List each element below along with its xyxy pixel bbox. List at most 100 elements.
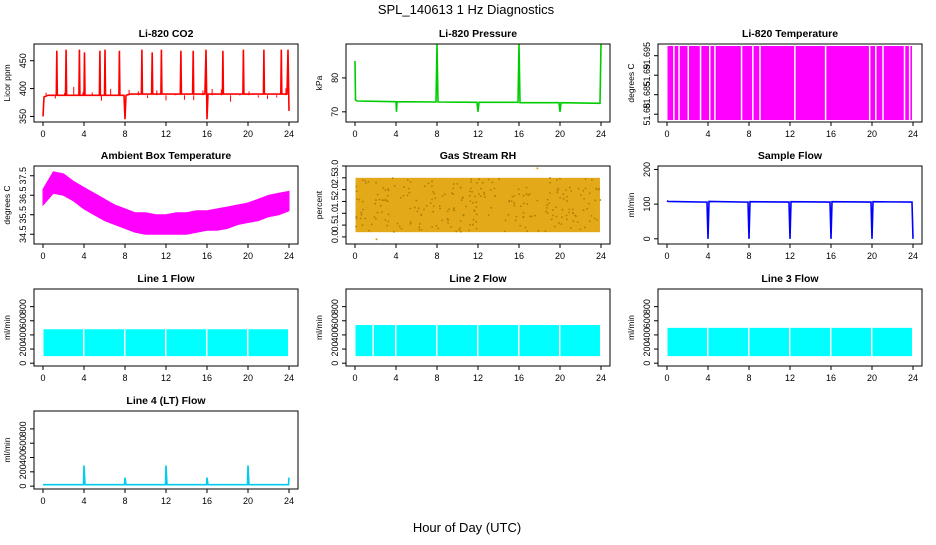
data-point xyxy=(471,223,474,226)
data-point xyxy=(576,221,579,223)
x-tick-label: 4 xyxy=(81,496,86,506)
x-tick-label: 20 xyxy=(243,496,253,506)
data-point xyxy=(546,212,549,214)
data-point xyxy=(469,190,471,193)
x-tick-label: 0 xyxy=(352,373,357,383)
data-point xyxy=(361,224,364,227)
data-fill xyxy=(667,46,912,120)
figure-title: SPL_140613 1 Hz Diagnostics xyxy=(378,2,555,17)
data-point xyxy=(579,228,582,231)
data-point xyxy=(487,214,490,216)
data-point xyxy=(398,225,401,228)
data-point xyxy=(420,228,423,231)
data-point xyxy=(458,228,460,231)
x-tick-label: 8 xyxy=(122,496,127,506)
data-point xyxy=(431,226,434,228)
data-point xyxy=(460,199,463,201)
x-tick-label: 4 xyxy=(81,129,86,139)
data-point xyxy=(572,220,575,223)
data-point xyxy=(386,200,389,203)
data-point xyxy=(524,226,527,229)
data-point xyxy=(568,208,571,211)
data-point xyxy=(527,194,530,197)
data-point xyxy=(460,186,462,189)
panel-7: Line 1 Flow ml/min 0 4 8 12 16 20 24 0 20040060080… xyxy=(2,273,299,383)
y-tick-label: 800 xyxy=(18,299,28,314)
data-point xyxy=(474,195,476,198)
figure-xlabel: Hour of Day (UTC) xyxy=(413,520,521,535)
data-point xyxy=(588,202,590,205)
x-tick-label: 20 xyxy=(555,129,565,139)
data-point xyxy=(355,215,358,218)
data-point xyxy=(481,182,484,184)
x-tick-label: 16 xyxy=(514,129,524,139)
data-point xyxy=(447,219,450,221)
data-gap xyxy=(706,327,709,357)
y-tick-label: 2.0 xyxy=(330,183,340,196)
x-tick-label: 16 xyxy=(514,373,524,383)
x-tick-label: 0 xyxy=(664,251,669,261)
data-point xyxy=(459,230,462,233)
data-point xyxy=(447,221,449,224)
data-point xyxy=(593,217,596,220)
data-point xyxy=(557,187,560,190)
data-point xyxy=(546,204,549,206)
panel-title: Ambient Box Temperature xyxy=(101,150,232,162)
data-point xyxy=(448,208,450,211)
data-point xyxy=(446,210,449,213)
data-point xyxy=(528,193,531,195)
plot-area xyxy=(355,325,600,357)
plot-area xyxy=(354,44,602,112)
x-tick-label: 12 xyxy=(161,129,171,139)
data-point xyxy=(382,187,385,190)
data-point xyxy=(368,229,370,232)
data-point xyxy=(355,190,358,193)
data-point xyxy=(365,182,367,185)
data-point xyxy=(451,192,453,195)
x-tick-label: 4 xyxy=(393,129,398,139)
data-point xyxy=(582,189,585,192)
data-point xyxy=(490,206,493,209)
data-point xyxy=(432,191,434,193)
y-tick-label: 0 xyxy=(18,484,28,489)
data-point xyxy=(375,217,377,220)
data-point xyxy=(469,181,472,183)
plot-area xyxy=(355,167,602,241)
x-tick-label: 20 xyxy=(555,251,565,261)
data-gap xyxy=(829,327,832,357)
y-tick-label: 400 xyxy=(18,327,28,342)
y-tick-label: 0 xyxy=(18,361,28,366)
data-point xyxy=(409,221,412,224)
data-point xyxy=(418,226,421,229)
data-point xyxy=(514,219,517,222)
data-point xyxy=(423,208,425,211)
data-point xyxy=(431,185,433,188)
data-point xyxy=(409,207,412,210)
data-gap xyxy=(678,46,680,120)
data-band xyxy=(42,171,290,235)
data-point xyxy=(355,217,358,220)
data-point xyxy=(559,196,562,199)
panel-3: Li-820 Temperature degrees C 0 4 8 12 16 20 24 51… xyxy=(626,28,923,139)
data-point xyxy=(475,206,478,208)
data-point xyxy=(522,202,525,205)
data-point xyxy=(469,200,472,202)
data-point xyxy=(387,189,390,192)
series-line xyxy=(354,44,602,112)
data-point xyxy=(515,215,518,218)
x-tick-label: 12 xyxy=(785,251,795,261)
y-tick-label: 80 xyxy=(330,73,340,83)
x-tick-label: 4 xyxy=(81,373,86,383)
x-tick-label: 0 xyxy=(664,129,669,139)
data-point xyxy=(590,214,593,217)
data-point xyxy=(588,220,591,223)
data-gap xyxy=(903,46,906,120)
data-point xyxy=(356,198,358,200)
data-point xyxy=(355,225,357,228)
data-point xyxy=(399,196,402,199)
plot-area xyxy=(667,46,912,120)
panel-title: Sample Flow xyxy=(758,150,823,162)
data-point xyxy=(379,204,382,207)
data-point xyxy=(558,222,560,224)
